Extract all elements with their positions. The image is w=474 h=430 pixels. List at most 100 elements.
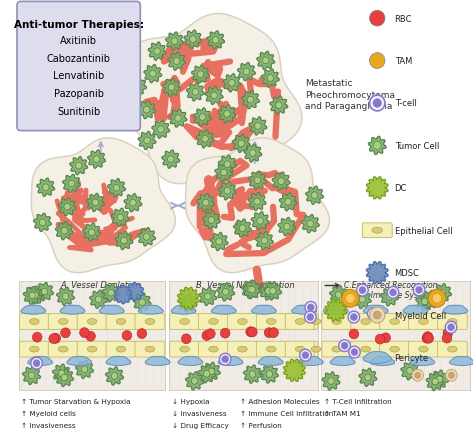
- Polygon shape: [31, 138, 175, 273]
- Circle shape: [182, 334, 191, 344]
- Polygon shape: [323, 306, 348, 314]
- Polygon shape: [257, 52, 275, 71]
- Polygon shape: [178, 288, 199, 310]
- Circle shape: [202, 136, 209, 143]
- Circle shape: [265, 288, 272, 295]
- Polygon shape: [122, 15, 302, 184]
- Polygon shape: [241, 280, 259, 298]
- Circle shape: [307, 221, 314, 227]
- Circle shape: [341, 342, 348, 350]
- Polygon shape: [70, 157, 88, 175]
- Circle shape: [139, 299, 146, 306]
- Circle shape: [190, 37, 196, 43]
- FancyBboxPatch shape: [314, 314, 318, 330]
- Circle shape: [255, 123, 261, 130]
- Circle shape: [370, 11, 385, 27]
- Polygon shape: [179, 294, 197, 312]
- Polygon shape: [363, 352, 392, 364]
- Text: Myeloid Cell: Myeloid Cell: [394, 311, 446, 320]
- Ellipse shape: [266, 319, 276, 325]
- Polygon shape: [137, 228, 155, 246]
- Circle shape: [108, 290, 114, 296]
- Circle shape: [211, 93, 218, 99]
- Circle shape: [130, 200, 136, 206]
- Circle shape: [247, 97, 254, 104]
- Ellipse shape: [266, 346, 276, 352]
- Circle shape: [113, 185, 120, 192]
- Polygon shape: [202, 362, 220, 381]
- Polygon shape: [163, 79, 181, 97]
- Circle shape: [370, 310, 377, 317]
- Polygon shape: [215, 164, 233, 182]
- Circle shape: [335, 292, 342, 298]
- Polygon shape: [168, 53, 185, 71]
- Ellipse shape: [447, 346, 457, 352]
- Circle shape: [222, 356, 228, 363]
- Circle shape: [270, 288, 276, 295]
- Polygon shape: [255, 232, 273, 250]
- Circle shape: [432, 294, 442, 304]
- Ellipse shape: [237, 346, 247, 352]
- Polygon shape: [76, 360, 93, 378]
- Circle shape: [144, 107, 150, 114]
- Text: ↓ Invasiveness: ↓ Invasiveness: [172, 410, 227, 416]
- Polygon shape: [106, 367, 123, 385]
- Circle shape: [267, 76, 273, 82]
- Ellipse shape: [332, 319, 342, 325]
- Circle shape: [168, 85, 175, 92]
- Circle shape: [111, 373, 118, 379]
- Ellipse shape: [390, 346, 400, 352]
- Circle shape: [249, 371, 255, 378]
- Circle shape: [359, 296, 365, 303]
- Circle shape: [249, 150, 256, 157]
- Circle shape: [275, 102, 282, 109]
- Polygon shape: [283, 359, 305, 381]
- Polygon shape: [129, 78, 146, 96]
- Polygon shape: [219, 156, 236, 174]
- Circle shape: [422, 334, 432, 343]
- Polygon shape: [115, 232, 133, 250]
- Polygon shape: [83, 224, 100, 242]
- Circle shape: [154, 49, 160, 55]
- Polygon shape: [152, 121, 170, 139]
- Circle shape: [374, 142, 381, 150]
- Circle shape: [269, 328, 278, 338]
- Polygon shape: [88, 150, 106, 169]
- Circle shape: [68, 181, 75, 187]
- Circle shape: [263, 58, 269, 64]
- Circle shape: [157, 126, 164, 133]
- Text: C.Enhanced Recognition
by the Immune System: C.Enhanced Recognition by the Immune Sys…: [344, 280, 437, 299]
- Polygon shape: [261, 365, 278, 383]
- Circle shape: [203, 371, 210, 377]
- Circle shape: [351, 349, 358, 356]
- Circle shape: [212, 37, 219, 44]
- Polygon shape: [370, 357, 395, 366]
- Ellipse shape: [29, 346, 39, 352]
- Polygon shape: [325, 299, 346, 322]
- Circle shape: [437, 376, 443, 383]
- Circle shape: [246, 327, 255, 337]
- Polygon shape: [434, 284, 451, 302]
- Polygon shape: [144, 65, 162, 83]
- Circle shape: [278, 178, 284, 185]
- Circle shape: [311, 193, 318, 199]
- Polygon shape: [218, 105, 236, 124]
- Polygon shape: [322, 372, 340, 390]
- FancyBboxPatch shape: [322, 314, 352, 330]
- Circle shape: [173, 58, 180, 65]
- Polygon shape: [306, 187, 324, 205]
- Polygon shape: [416, 292, 434, 311]
- Circle shape: [373, 99, 382, 108]
- Polygon shape: [169, 110, 187, 128]
- FancyBboxPatch shape: [170, 341, 200, 357]
- Polygon shape: [242, 91, 259, 110]
- Circle shape: [261, 238, 268, 244]
- Polygon shape: [133, 293, 151, 312]
- Polygon shape: [234, 219, 251, 238]
- FancyBboxPatch shape: [135, 341, 165, 357]
- Circle shape: [370, 307, 385, 323]
- FancyBboxPatch shape: [322, 341, 352, 357]
- Polygon shape: [299, 357, 323, 366]
- Polygon shape: [210, 233, 228, 251]
- Circle shape: [447, 324, 455, 331]
